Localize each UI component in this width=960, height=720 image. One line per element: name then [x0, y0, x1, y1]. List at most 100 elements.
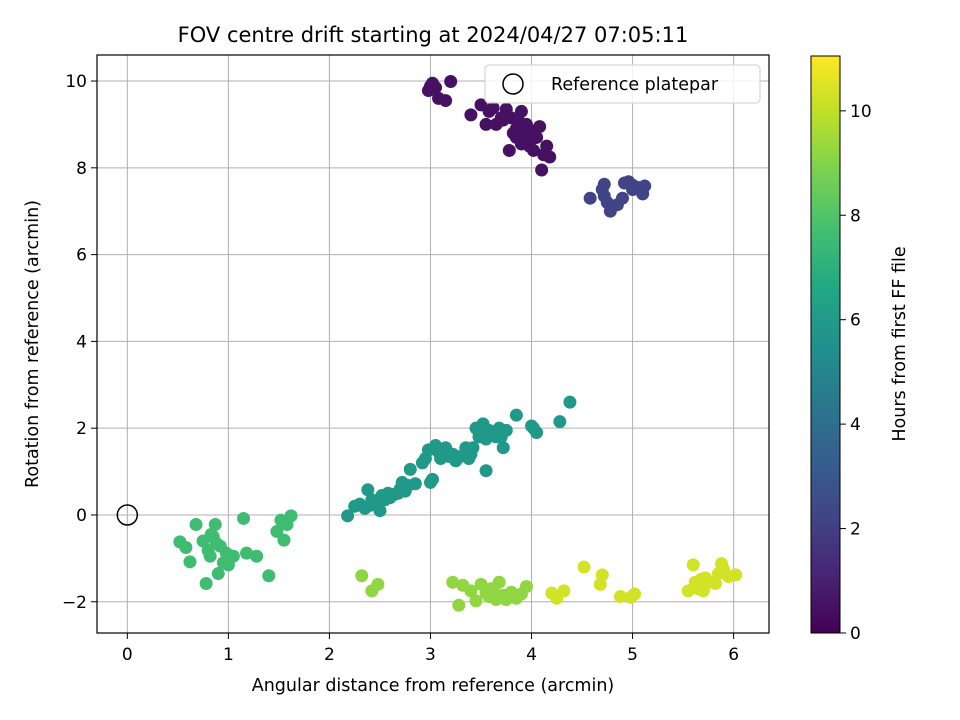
data-point [262, 569, 276, 583]
data-point [464, 108, 478, 122]
data-point [530, 130, 544, 144]
data-point [509, 408, 523, 422]
data-point [540, 139, 554, 153]
data-point [391, 486, 405, 500]
x-tick-label: 3 [425, 645, 436, 665]
legend-box [484, 64, 761, 104]
colorbar-tick-label: 2 [850, 520, 861, 540]
colorbar-tick-label: 6 [850, 311, 861, 331]
data-point [543, 150, 557, 164]
data-point [439, 94, 453, 108]
data-point [615, 191, 629, 205]
data-point [403, 462, 417, 476]
y-tick-label: −2 [62, 593, 87, 613]
data-point [341, 509, 355, 523]
x-tick-label: 2 [324, 645, 335, 665]
data-point [469, 594, 483, 608]
data-point [729, 568, 743, 582]
y-tick-label: 8 [76, 159, 87, 179]
data-point [499, 423, 513, 437]
colorbar-tick-label: 4 [850, 415, 861, 435]
data-point [557, 584, 571, 598]
x-axis-label: Angular distance from reference (arcmin) [252, 676, 615, 696]
grid-lines [97, 55, 769, 633]
data-point [439, 441, 453, 455]
data-point [484, 582, 498, 596]
data-point [179, 541, 193, 555]
data-point [613, 590, 627, 604]
data-point [563, 395, 577, 409]
x-tick-label: 6 [728, 645, 739, 665]
data-point [519, 128, 533, 142]
x-tick-label: 0 [122, 645, 133, 665]
data-point [597, 189, 611, 203]
colorbar [810, 55, 841, 634]
y-tick-label: 2 [76, 419, 87, 439]
colorbar-tick-label: 8 [850, 206, 861, 226]
colorbar-tick-label: 10 [850, 102, 872, 122]
data-point [452, 598, 466, 612]
data-point [479, 117, 493, 131]
data-point [270, 524, 284, 538]
data-point [464, 447, 478, 461]
data-point [237, 511, 251, 525]
data-point [204, 527, 218, 541]
colorbar-label: Hours from first FF file [890, 246, 910, 441]
colorbar-ticks: 0 2 4 6 8 10 [840, 102, 872, 644]
data-point [595, 568, 609, 582]
data-point [425, 472, 439, 486]
data-point [199, 577, 213, 591]
data-point [429, 81, 443, 95]
y-tick-label: 6 [76, 246, 87, 266]
data-point [533, 120, 547, 134]
data-point [446, 575, 460, 589]
x-tick-label: 4 [526, 645, 537, 665]
x-axis-ticks: 0 1 2 3 4 5 6 [122, 633, 739, 665]
legend-marker [502, 73, 524, 95]
data-point [681, 584, 695, 598]
data-point [444, 74, 458, 88]
y-axis-label: Rotation from reference (arcmin) [23, 200, 43, 488]
data-point [216, 556, 230, 570]
data-point [355, 569, 369, 583]
data-points [173, 74, 743, 612]
y-tick-label: 4 [76, 332, 87, 352]
data-point [527, 143, 541, 157]
plot-frame [96, 54, 770, 634]
data-point [211, 567, 225, 581]
data-point [183, 555, 197, 569]
data-point [514, 104, 528, 118]
data-point [502, 143, 516, 157]
data-point [284, 509, 298, 523]
reference-platepar-marker [116, 504, 139, 526]
y-axis-ticks: −2 0 2 4 6 8 10 [62, 72, 97, 613]
data-point [208, 518, 222, 532]
data-point [250, 549, 264, 563]
data-point [226, 549, 240, 563]
data-point [479, 464, 493, 478]
chart-title: FOV centre drift starting at 2024/04/27 … [178, 23, 689, 47]
data-point [628, 587, 642, 601]
data-point [240, 546, 254, 560]
x-tick-label: 1 [223, 645, 234, 665]
data-point [535, 163, 549, 177]
data-point [494, 111, 508, 125]
data-point [371, 577, 385, 591]
data-point [509, 122, 523, 136]
data-point [203, 549, 217, 563]
data-point [519, 580, 533, 594]
x-tick-label: 5 [627, 645, 638, 665]
data-point [577, 560, 591, 574]
data-point [692, 577, 706, 591]
data-point [418, 452, 432, 466]
data-point [464, 584, 478, 598]
data-point [638, 179, 652, 193]
data-point [626, 183, 640, 197]
data-point [496, 441, 510, 455]
y-tick-label: 10 [65, 72, 87, 92]
data-point [530, 426, 544, 440]
data-point [361, 483, 375, 497]
data-point [363, 498, 377, 512]
colorbar-tick-label: 0 [850, 624, 861, 644]
